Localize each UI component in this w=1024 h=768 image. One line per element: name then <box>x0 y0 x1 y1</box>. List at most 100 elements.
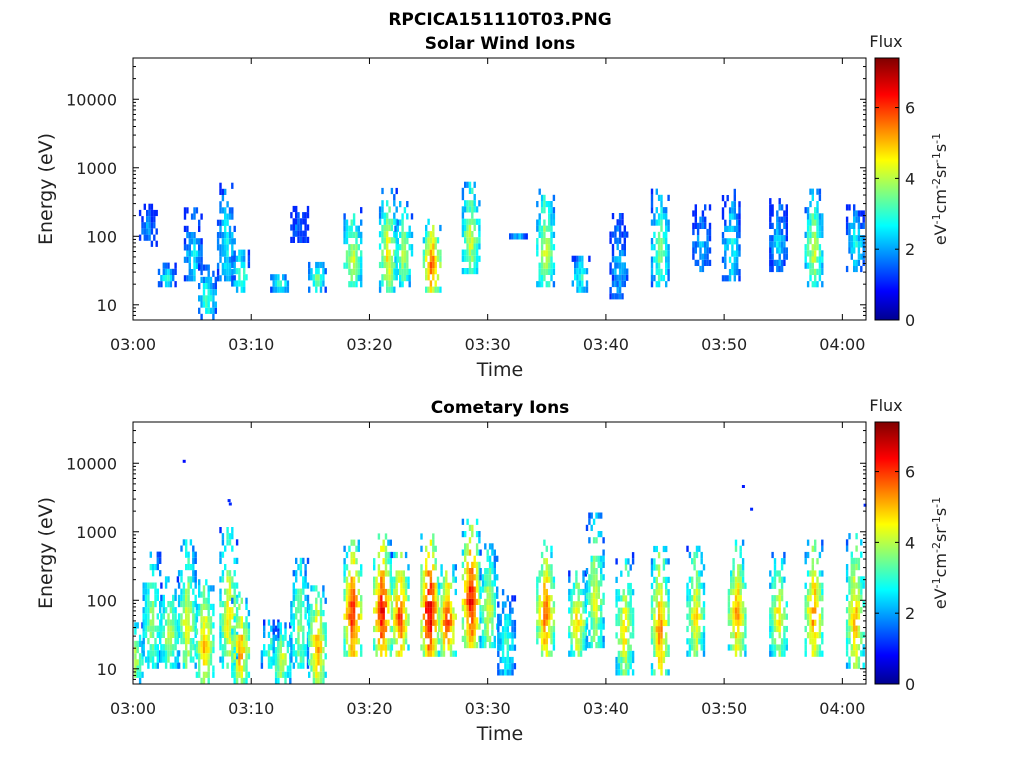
heatmap-cell <box>783 551 786 559</box>
heatmap-cell <box>730 613 733 620</box>
heatmap-cell <box>406 275 409 282</box>
heatmap-cell <box>452 564 455 571</box>
heatmap-cell <box>466 617 469 624</box>
heatmap-cell <box>662 564 666 571</box>
heatmap-cell <box>352 539 356 546</box>
heatmap-cell <box>572 601 576 608</box>
heatmap-cell <box>233 250 236 257</box>
heatmap-cell <box>862 662 865 669</box>
heatmap-cell <box>425 619 428 626</box>
heatmap-cell <box>731 207 734 214</box>
heatmap-cell <box>730 619 733 626</box>
heatmap-cell <box>853 204 856 211</box>
heatmap-cell <box>550 564 553 571</box>
heatmap-cell <box>404 588 408 596</box>
heatmap-cell <box>434 595 437 602</box>
heatmap-cell <box>739 607 742 614</box>
heatmap-cell <box>142 631 145 638</box>
heatmap-cell <box>445 576 448 583</box>
heatmap-cell <box>308 268 311 275</box>
heatmap-cell <box>860 235 863 242</box>
heatmap-cell <box>618 280 622 288</box>
heatmap-cell <box>499 638 502 645</box>
heatmap-cell <box>513 632 517 639</box>
heatmap-cell <box>182 601 186 608</box>
heatmap-cell <box>226 607 229 614</box>
heatmap-cell <box>156 644 159 651</box>
heatmap-cell <box>804 595 807 602</box>
heatmap-cell <box>238 653 241 660</box>
heatmap-cell <box>182 631 186 638</box>
heatmap-cell <box>855 259 858 266</box>
heatmap-cell <box>231 665 234 672</box>
heatmap-cell <box>247 622 251 629</box>
heatmap-cell <box>429 286 433 293</box>
heatmap-cell <box>662 650 666 657</box>
heatmap-cell <box>588 518 591 525</box>
heatmap-cell <box>731 225 734 232</box>
heatmap-cell <box>162 625 165 632</box>
heatmap-cell <box>733 207 736 214</box>
heatmap-cell <box>377 533 381 540</box>
heatmap-cell <box>595 629 598 636</box>
heatmap-cell <box>193 275 196 282</box>
heatmap-cell <box>350 219 353 226</box>
heatmap-cell <box>149 582 152 589</box>
heatmap-cell <box>454 564 457 571</box>
heatmap-cell <box>538 576 541 583</box>
heatmap-cell <box>447 638 450 645</box>
heatmap-cell <box>228 607 232 614</box>
heatmap-cell <box>432 595 435 602</box>
heatmap-cell <box>804 582 807 589</box>
heatmap-cell <box>231 213 234 220</box>
heatmap-cell <box>440 632 443 639</box>
heatmap-cell <box>818 188 822 195</box>
heatmap-cell <box>702 564 706 571</box>
heatmap-cell <box>848 582 851 589</box>
heatmap-cell <box>231 250 234 257</box>
heatmap-cell <box>816 244 819 251</box>
heatmap-cell <box>818 650 822 657</box>
heatmap-cell <box>597 580 600 587</box>
heatmap-cell <box>806 219 810 226</box>
heatmap-cell <box>193 232 196 239</box>
heatmap-cell <box>665 219 668 226</box>
heatmap-cell <box>621 213 624 220</box>
heatmap-cell <box>360 207 363 214</box>
heatmap-cell <box>224 564 227 571</box>
heatmap-cell <box>783 613 786 620</box>
heatmap-cell <box>375 619 378 626</box>
heatmap-cell <box>550 650 553 657</box>
heatmap-cell <box>395 187 398 195</box>
heatmap-cell <box>660 219 663 226</box>
heatmap-cell <box>737 582 740 589</box>
heatmap-cell <box>484 635 487 642</box>
heatmap-cell <box>243 640 246 647</box>
heatmap-cell <box>274 647 278 654</box>
heatmap-cell <box>667 619 670 627</box>
heatmap-cell <box>814 231 817 238</box>
heatmap-cell <box>850 582 853 589</box>
heatmap-cell <box>221 662 225 669</box>
heatmap-cell <box>219 201 222 208</box>
heatmap-cell <box>295 212 298 219</box>
heatmap-cell <box>609 231 612 238</box>
heatmap-cell <box>468 574 472 581</box>
heatmap-cell <box>627 656 630 664</box>
heatmap-cell <box>360 219 363 226</box>
heatmap-cell <box>590 524 593 531</box>
heatmap-cell <box>734 601 738 608</box>
heatmap-cell <box>162 631 165 638</box>
heatmap-cell <box>595 555 598 562</box>
heatmap-cell <box>665 244 668 251</box>
heatmap-cell <box>585 598 589 605</box>
heatmap-cell <box>228 207 232 214</box>
heatmap-cell <box>231 607 234 614</box>
heatmap-cell <box>665 281 668 288</box>
heatmap-cell <box>688 619 692 626</box>
heatmap-cell <box>177 613 181 620</box>
heatmap-cell <box>721 195 725 202</box>
heatmap-cell <box>357 268 360 275</box>
heatmap-cell <box>306 224 310 231</box>
heatmap-cell <box>615 613 618 620</box>
